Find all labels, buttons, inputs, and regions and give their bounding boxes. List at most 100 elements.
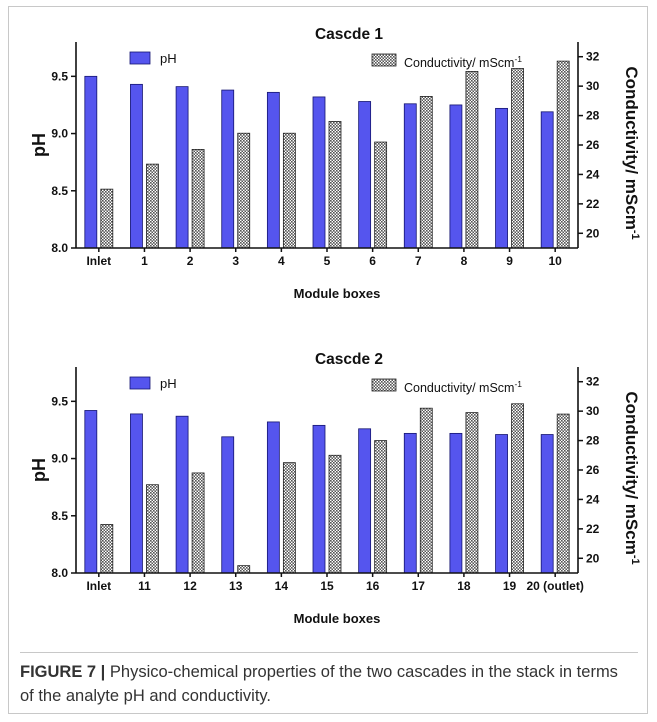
legend: pH Conductivity/ mScm-1 — [129, 51, 522, 70]
x-tick-label: 15 — [320, 579, 334, 593]
bar-conductivity — [282, 462, 296, 574]
legend-swatch-conductivity — [371, 378, 397, 392]
y2-axis-label: Conductivity/ mScm-1 — [622, 66, 641, 239]
figure-caption: FIGURE 7 | Physico-chemical properties o… — [20, 660, 635, 708]
y-axis-label: pH — [29, 133, 49, 157]
x-tick-label: 7 — [415, 254, 422, 268]
legend-swatch-ph — [129, 376, 151, 390]
bar-conductivity — [374, 440, 388, 574]
bar-ph — [312, 96, 326, 249]
x-tick-label: 16 — [366, 579, 380, 593]
y2-tick-label: 24 — [586, 492, 600, 506]
x-tick-label: 2 — [187, 254, 194, 268]
bar-conductivity — [374, 141, 388, 249]
y-tick-label: 9.0 — [51, 452, 68, 466]
legend-label-conductivity: Conductivity/ mScm-1 — [404, 379, 522, 395]
bar-conductivity — [146, 163, 159, 249]
bar-ph — [130, 413, 143, 574]
x-tick-label: 4 — [278, 254, 285, 268]
y-tick-label: 8.0 — [51, 241, 68, 255]
bar-ph — [449, 432, 463, 574]
bar-conductivity — [465, 71, 479, 249]
bar-conductivity — [511, 403, 524, 574]
y-tick-label: 9.5 — [51, 394, 68, 408]
y-tick-label: 8.5 — [51, 509, 68, 523]
y-tick-label: 8.0 — [51, 566, 68, 580]
legend-label-conductivity: Conductivity/ mScm-1 — [404, 54, 522, 70]
y-tick-label: 9.0 — [51, 127, 68, 141]
caption-divider — [20, 652, 638, 653]
bar-conductivity — [328, 121, 342, 249]
bar-ph — [221, 436, 235, 574]
y2-tick-label: 32 — [586, 50, 600, 64]
x-tick-label: 10 — [549, 254, 563, 268]
bar-ph — [130, 83, 143, 249]
y2-tick-label: 20 — [586, 551, 600, 565]
y2-tick-label: 20 — [586, 226, 600, 240]
x-tick-label: 3 — [232, 254, 239, 268]
bar-ph — [495, 434, 508, 574]
y-tick-label: 8.5 — [51, 184, 68, 198]
legend: pH Conductivity/ mScm-1 — [129, 376, 522, 395]
x-tick-label: 19 — [503, 579, 517, 593]
bar-ph — [540, 434, 554, 574]
chart-title: Cascde 2 — [315, 351, 383, 368]
bar-conductivity — [328, 454, 342, 574]
y2-tick-label: 28 — [586, 434, 600, 448]
legend-label-ph: pH — [160, 51, 177, 66]
bar-ph — [221, 89, 235, 249]
bar-ph — [312, 424, 326, 574]
x-axis-label: Module boxes — [294, 286, 381, 301]
bar-ph — [358, 101, 372, 249]
bar-conductivity — [237, 565, 251, 574]
bar-ph — [84, 75, 98, 249]
bar-conductivity — [556, 60, 570, 249]
y2-tick-label: 30 — [586, 79, 600, 93]
bar-conductivity — [146, 484, 159, 574]
bar-ph — [175, 86, 189, 249]
y-tick-label: 9.5 — [51, 69, 68, 83]
bar-ph — [540, 111, 554, 249]
x-tick-label: 14 — [275, 579, 289, 593]
bar-ph — [266, 91, 280, 249]
x-tick-label: 13 — [229, 579, 243, 593]
y2-tick-label: 26 — [586, 138, 600, 152]
bar-conductivity — [100, 524, 114, 574]
x-tick-label: 18 — [457, 579, 471, 593]
legend-swatch-conductivity — [371, 53, 397, 67]
x-tick-label: Inlet — [86, 254, 111, 268]
chart-cascade-1: Cascde 1 pH Conductivity/ mScm-1 Inlet 1 2 3 4 5… — [29, 26, 641, 301]
caption-text: Physico-chemical properties of the two c… — [20, 663, 618, 705]
legend-label-ph: pH — [160, 376, 177, 391]
bar-conductivity — [465, 412, 479, 574]
y2-tick-label: 28 — [586, 109, 600, 123]
y2-tick-label: 30 — [586, 404, 600, 418]
x-tick-label: 11 — [138, 579, 151, 593]
bar-ph — [449, 104, 463, 249]
x-tick-label: Inlet — [86, 579, 111, 593]
bar-ph — [175, 415, 189, 574]
bar-ph — [495, 107, 508, 249]
y2-tick-label: 22 — [586, 522, 600, 536]
x-tick-label: 12 — [183, 579, 197, 593]
x-tick-label: 17 — [412, 579, 426, 593]
chart-cascade-2: Cascde 2 pH Conductivity/ mScm-1 Inlet 11 12 1… — [29, 351, 641, 626]
y2-tick-label: 24 — [586, 167, 600, 181]
y-axis-label: pH — [29, 458, 49, 482]
bar-ph — [84, 410, 98, 574]
bar-conductivity — [556, 413, 570, 574]
bar-conductivity — [100, 188, 114, 249]
bar-ph — [266, 421, 280, 574]
x-tick-label: 6 — [369, 254, 376, 268]
y2-tick-label: 26 — [586, 463, 600, 477]
caption-label: FIGURE 7 | — [20, 663, 106, 681]
bar-conductivity — [282, 132, 296, 249]
x-tick-label: 9 — [506, 254, 513, 268]
y2-tick-label: 32 — [586, 375, 600, 389]
chart-title: Cascde 1 — [315, 26, 383, 43]
x-tick-label: 1 — [141, 254, 148, 268]
x-tick-label: 5 — [324, 254, 331, 268]
legend-swatch-ph — [129, 51, 151, 65]
x-axis-label: Module boxes — [294, 611, 381, 626]
y2-axis-label: Conductivity/ mScm-1 — [622, 391, 641, 564]
